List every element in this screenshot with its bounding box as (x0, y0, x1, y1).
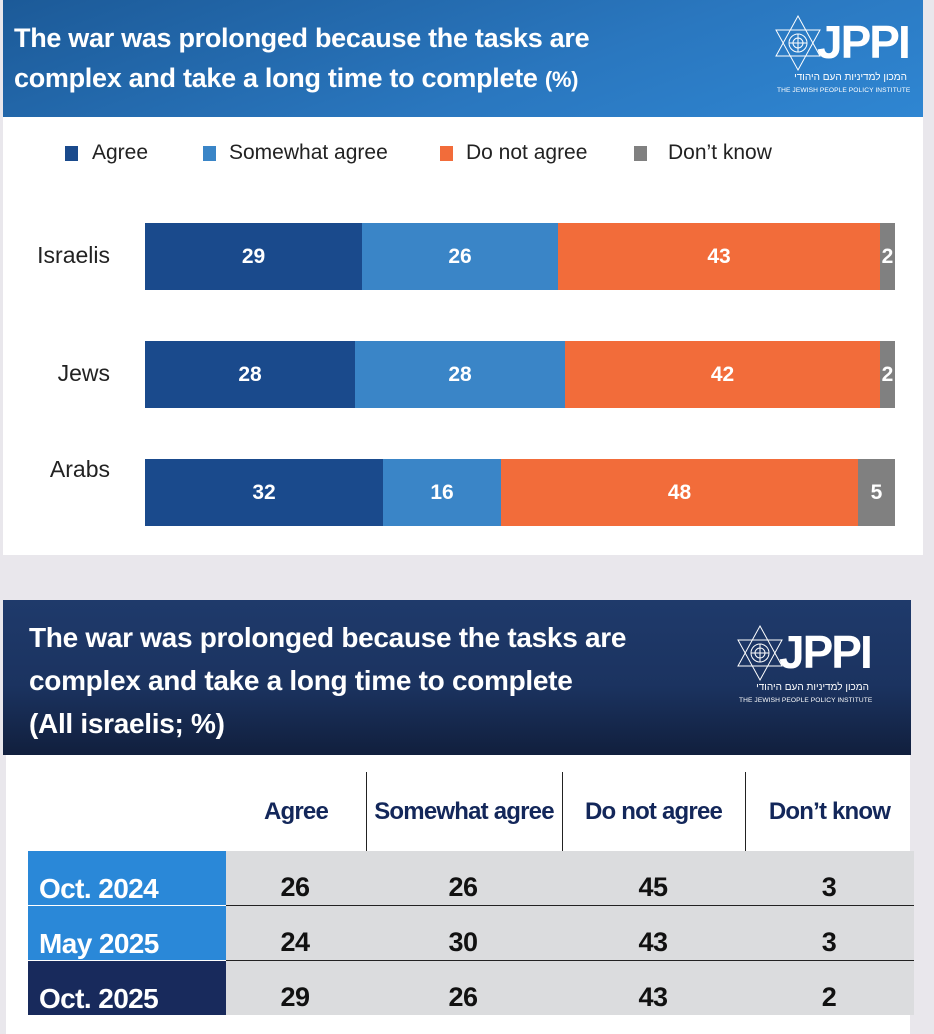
data-label: 29 (241, 244, 266, 268)
star-of-david-icon (775, 14, 821, 72)
data-label: 43 (707, 244, 731, 268)
category-label-israelis: Israelis (37, 242, 110, 268)
category-label-arabs: Arabs (49, 456, 110, 482)
table-cell: 2 (821, 982, 837, 1012)
table-header: The war was prolonged because the tasks … (3, 600, 911, 755)
bar-israelis-somewhat-agree: 26 (362, 223, 558, 290)
column-header-dont-know: Don’t know (768, 797, 891, 825)
table-title-line-3: (All israelis; %) (29, 708, 225, 739)
jppi-logo: JPPI המכון למדיניות העם היהודי THE JEWIS… (773, 10, 913, 100)
table-cell: 26 (448, 982, 478, 1012)
row-label-divider (28, 960, 226, 961)
data-label: 2 (881, 362, 894, 386)
column-divider (562, 772, 563, 851)
chart-legend: Agree Somewhat agree Do not agree Don’t kno… (0, 140, 920, 166)
table-cell: 26 (448, 872, 478, 902)
column-divider (366, 772, 367, 851)
table-title: The war was prolonged because the tasks … (29, 616, 626, 745)
chart-title: The war was prolonged because the tasks … (14, 18, 590, 100)
logo-english-text: THE JEWISH PEOPLE POLICY INSTITUTE (777, 87, 911, 94)
data-label: 28 (448, 362, 472, 386)
legend-label: Don’t know (668, 141, 772, 164)
table-cell: 26 (280, 872, 310, 902)
data-label: 16 (430, 480, 454, 504)
row-label-may-2025: May 2025 (28, 906, 226, 960)
table-cell: 45 (638, 872, 668, 902)
bar-arabs-dont-know: 5 (858, 459, 895, 526)
jppi-logo: JPPI המכון למדיניות העם היהודי THE JEWIS… (735, 620, 875, 710)
legend-swatch-agree (65, 146, 78, 161)
logo-wordmark: JPPI (779, 626, 873, 678)
table-title-line-1: The war was prolonged because the tasks … (29, 622, 627, 653)
bar-israelis-dont-know: 2 (880, 223, 895, 290)
table-cell: 3 (821, 872, 837, 902)
data-label: 5 (870, 480, 883, 504)
table-cell: 43 (638, 982, 668, 1012)
logo-hebrew-text: המכון למדיניות העם היהודי (756, 682, 869, 693)
data-label: 28 (238, 362, 262, 386)
data-label: 42 (710, 362, 735, 386)
chart-header: The war was prolonged because the tasks … (3, 0, 923, 117)
bar-jews-do-not-agree: 42 (565, 341, 880, 408)
bar-israelis-do-not-agree: 43 (558, 223, 880, 290)
bar-arabs-somewhat-agree: 16 (383, 459, 501, 526)
data-label: 2 (881, 244, 894, 268)
table-cell: 24 (280, 927, 310, 957)
column-divider (745, 772, 746, 851)
table-cell: 29 (280, 982, 310, 1012)
column-header-do-not-agree: Do not agree (584, 797, 723, 825)
data-label: 48 (667, 480, 692, 504)
table-body (226, 851, 914, 1015)
column-header-somewhat-agree: Somewhat agree (374, 797, 554, 825)
bar-israelis-agree: 29 (145, 223, 362, 290)
legend-swatch-somewhat-agree (203, 146, 216, 161)
bar-jews-dont-know: 2 (880, 341, 895, 408)
row-divider (226, 960, 914, 961)
logo-wordmark: JPPI (817, 16, 911, 68)
row-divider (226, 905, 914, 906)
row-label-oct-2024: Oct. 2024 (28, 851, 226, 905)
table-cell: 43 (638, 927, 668, 957)
chart-title-line-2: complex and take a long time to complete… (14, 58, 589, 100)
legend-label: Agree (92, 141, 149, 164)
star-of-david-icon (737, 624, 783, 682)
bar-arabs-agree: 32 (145, 459, 383, 526)
column-header-agree: Agree (263, 797, 329, 825)
bar-jews-agree: 28 (145, 341, 355, 408)
bar-jews-somewhat-agree: 28 (355, 341, 565, 408)
legend-label: Do not agree (466, 141, 588, 164)
row-label-oct-2025: Oct. 2025 (28, 961, 226, 1015)
table-cell: 3 (821, 927, 837, 957)
chart-title-line-1: The war was prolonged because the tasks … (14, 23, 590, 53)
legend-swatch-dont-know (634, 146, 647, 161)
chart-title-unit: (%) (544, 67, 579, 92)
bar-arabs-do-not-agree: 48 (501, 459, 858, 526)
legend-label: Somewhat agree (229, 141, 388, 164)
category-label-jews: Jews (57, 360, 110, 386)
data-label: 32 (252, 480, 276, 504)
chart-title-line-2-text: complex and take a long time to complete (14, 63, 538, 93)
data-label: 26 (448, 244, 472, 268)
row-label-divider (28, 905, 226, 906)
table-cell: 30 (448, 927, 478, 957)
legend-swatch-do-not-agree (440, 146, 453, 161)
logo-hebrew-text: המכון למדיניות העם היהודי (794, 72, 907, 83)
table-title-line-2: complex and take a long time to complete (29, 665, 573, 696)
logo-english-text: THE JEWISH PEOPLE POLICY INSTITUTE (739, 697, 873, 704)
